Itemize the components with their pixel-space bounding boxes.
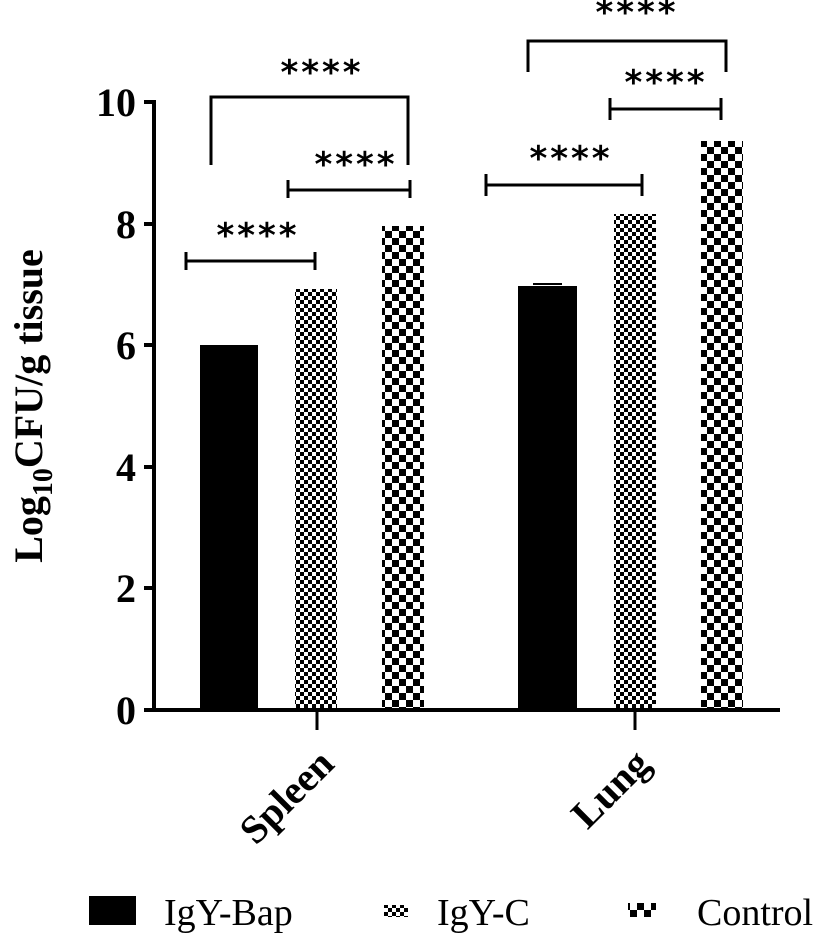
significance-stars: **** (280, 53, 363, 93)
x-category-lung: Lung (562, 741, 658, 837)
bar-spleen-igy-c (295, 289, 337, 710)
legend-swatch-fine-checker (384, 905, 408, 917)
y-axis: 0 2 4 6 8 10 (96, 80, 156, 733)
legend-swatch-coarse-checker (628, 903, 656, 917)
legend-label-igy-c: IgY-C (437, 892, 530, 934)
legend: IgY-Bap IgY-C Control (89, 892, 813, 934)
y-tick-10: 10 (96, 80, 136, 125)
group-spleen (200, 226, 424, 710)
group-lung (518, 141, 743, 710)
legend-label-control: Control (697, 892, 813, 934)
significance-brackets-lung (484, 39, 728, 196)
bar-lung-control (701, 141, 743, 710)
x-axis: Spleen Lung (152, 708, 780, 853)
significance-stars: **** (216, 216, 299, 256)
y-tick-8: 8 (116, 202, 136, 247)
bar-lung-igy-c (614, 214, 656, 710)
y-tick-2: 2 (116, 566, 136, 611)
y-tick-6: 6 (116, 323, 136, 368)
y-tick-0: 0 (116, 688, 136, 733)
bar-lung-igy-bap (518, 286, 577, 710)
significance-stars: **** (314, 145, 397, 185)
bar-spleen-igy-bap (200, 345, 258, 710)
y-tick-4: 4 (116, 445, 136, 490)
x-category-spleen: Spleen (230, 741, 342, 853)
significance-brackets-spleen (184, 95, 412, 270)
significance-stars: **** (624, 63, 707, 103)
significance-stars: **** (595, 0, 678, 33)
legend-label-igy-bap: IgY-Bap (164, 892, 293, 934)
legend-swatch-solid (89, 896, 136, 925)
y-axis-label: Log10CFU/g tissue (6, 249, 59, 563)
significance-stars: **** (529, 139, 612, 179)
bar-spleen-control (382, 226, 424, 710)
